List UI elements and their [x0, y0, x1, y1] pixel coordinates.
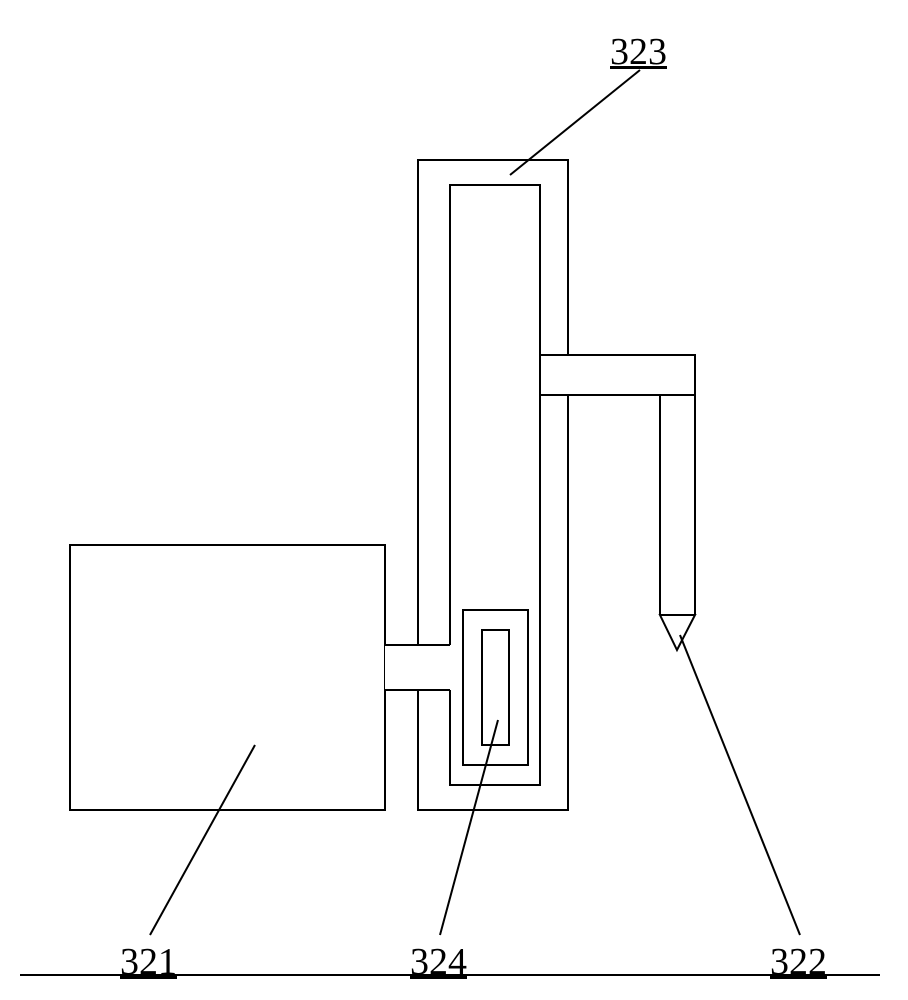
leader-321 — [150, 745, 255, 935]
callout-label-324: 324 — [410, 940, 467, 984]
arm-horizontal — [540, 355, 695, 395]
callout-label-323: 323 — [610, 30, 667, 74]
leader-322 — [680, 635, 800, 935]
leader-323 — [510, 70, 640, 175]
connector-mask — [385, 645, 454, 690]
nozzle-tip — [660, 615, 695, 650]
callout-label-322: 322 — [770, 940, 827, 984]
inner-component-outer — [463, 610, 528, 765]
schematic-diagram — [0, 0, 908, 1000]
left-box — [70, 545, 385, 810]
callout-label-321: 321 — [120, 940, 177, 984]
